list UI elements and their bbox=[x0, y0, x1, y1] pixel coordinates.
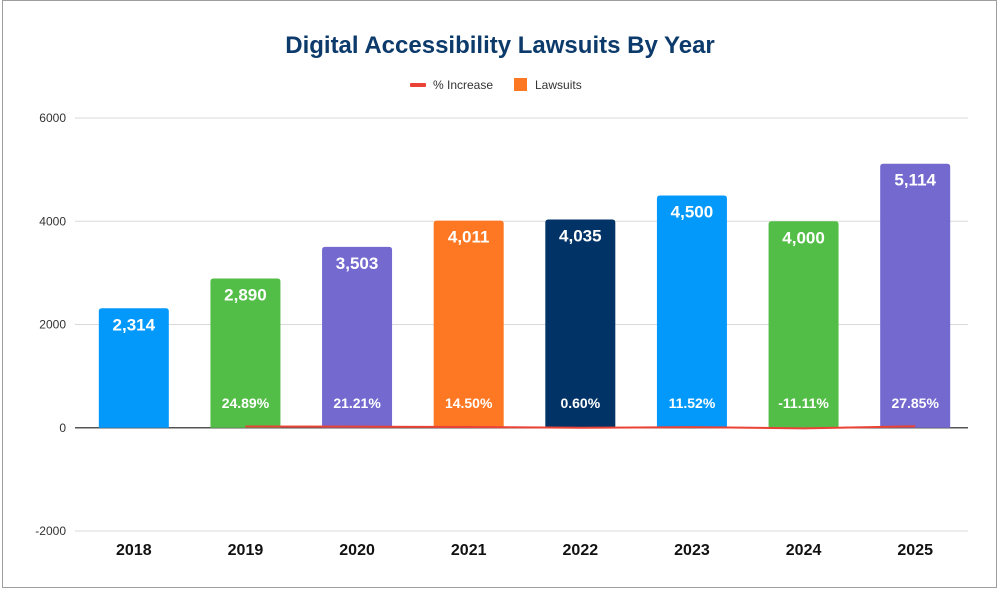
x-tick-label: 2020 bbox=[339, 542, 375, 559]
bar-2025 bbox=[880, 163, 951, 428]
bar-value-label: 5,114 bbox=[894, 171, 936, 190]
bar-value-label: 4,011 bbox=[448, 228, 490, 247]
bar-value-label: 2,890 bbox=[224, 286, 267, 305]
bar-value-label: 4,035 bbox=[559, 226, 602, 245]
percent-increase-label: 11.52% bbox=[669, 395, 716, 411]
bar-2023 bbox=[656, 195, 727, 428]
bar-2020 bbox=[322, 246, 393, 428]
percent-increase-label: 21.21% bbox=[333, 395, 381, 411]
percent-increase-label: 27.85% bbox=[891, 395, 939, 411]
percent-increase-label: 24.89% bbox=[222, 395, 270, 411]
bar-2024 bbox=[768, 221, 839, 428]
x-tick-label: 2024 bbox=[786, 542, 822, 559]
x-tick-label: 2019 bbox=[228, 542, 264, 559]
bar-value-label: 2,314 bbox=[113, 315, 156, 334]
y-tick-label: 6000 bbox=[39, 111, 66, 125]
y-tick-label: -2000 bbox=[35, 524, 66, 538]
x-tick-label: 2022 bbox=[563, 542, 599, 559]
legend: % Increase Lawsuits bbox=[410, 78, 582, 92]
bar-2019 bbox=[210, 278, 281, 428]
bar-value-label: 4,000 bbox=[782, 228, 825, 247]
percent-increase-line bbox=[245, 425, 916, 430]
x-tick-label: 2018 bbox=[116, 542, 152, 559]
y-tick-label: 4000 bbox=[39, 214, 66, 228]
bar-2018 bbox=[98, 308, 169, 428]
legend-label: % Increase bbox=[433, 78, 493, 92]
x-tick-label: 2023 bbox=[674, 542, 710, 559]
legend-label: Lawsuits bbox=[535, 78, 582, 92]
bar-2021 bbox=[433, 220, 504, 428]
legend-square-swatch bbox=[514, 78, 527, 91]
percent-increase-label: 0.60% bbox=[560, 395, 600, 411]
bar-value-label: 4,500 bbox=[671, 202, 714, 221]
bar-value-label: 3,503 bbox=[336, 254, 379, 273]
chart-title: Digital Accessibility Lawsuits By Year bbox=[285, 32, 715, 59]
x-tick-label: 2021 bbox=[451, 542, 487, 559]
bar-2022 bbox=[545, 219, 616, 428]
percent-increase-label: 14.50% bbox=[445, 395, 493, 411]
y-tick-label: 0 bbox=[59, 421, 66, 435]
legend-line-swatch bbox=[410, 83, 426, 87]
percent-increase-label: -11.11% bbox=[778, 395, 829, 411]
y-tick-label: 2000 bbox=[39, 318, 66, 332]
x-tick-label: 2025 bbox=[897, 542, 933, 559]
